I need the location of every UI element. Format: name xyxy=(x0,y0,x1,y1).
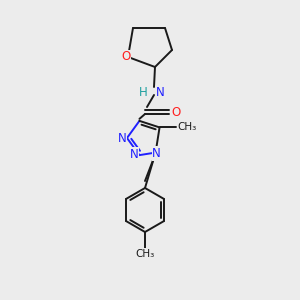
Text: O: O xyxy=(122,50,130,64)
Text: H: H xyxy=(139,86,148,100)
Text: CH₃: CH₃ xyxy=(178,122,197,132)
Text: O: O xyxy=(171,106,181,118)
Text: N: N xyxy=(130,148,139,160)
Text: N: N xyxy=(118,131,126,145)
Text: CH₃: CH₃ xyxy=(135,249,154,259)
Text: N: N xyxy=(152,147,161,160)
Text: N: N xyxy=(156,86,165,100)
